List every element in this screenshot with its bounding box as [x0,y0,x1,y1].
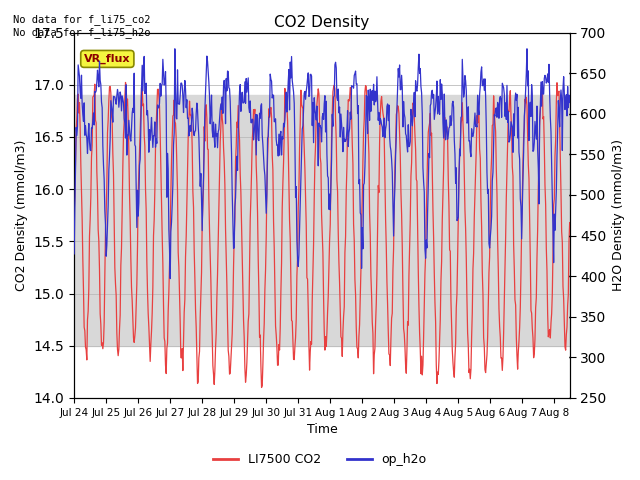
Y-axis label: H2O Density (mmol/m3): H2O Density (mmol/m3) [612,139,625,291]
Legend: LI7500 CO2, op_h2o: LI7500 CO2, op_h2o [209,448,431,471]
Bar [74,95,570,346]
Title: CO2 Density: CO2 Density [275,15,369,30]
Y-axis label: CO2 Density (mmol/m3): CO2 Density (mmol/m3) [15,140,28,291]
X-axis label: Time: Time [307,423,337,436]
Text: No data for f_li75_co2
No data for f_li75_h2o: No data for f_li75_co2 No data for f_li7… [13,14,150,38]
Text: VR_flux: VR_flux [84,54,131,64]
